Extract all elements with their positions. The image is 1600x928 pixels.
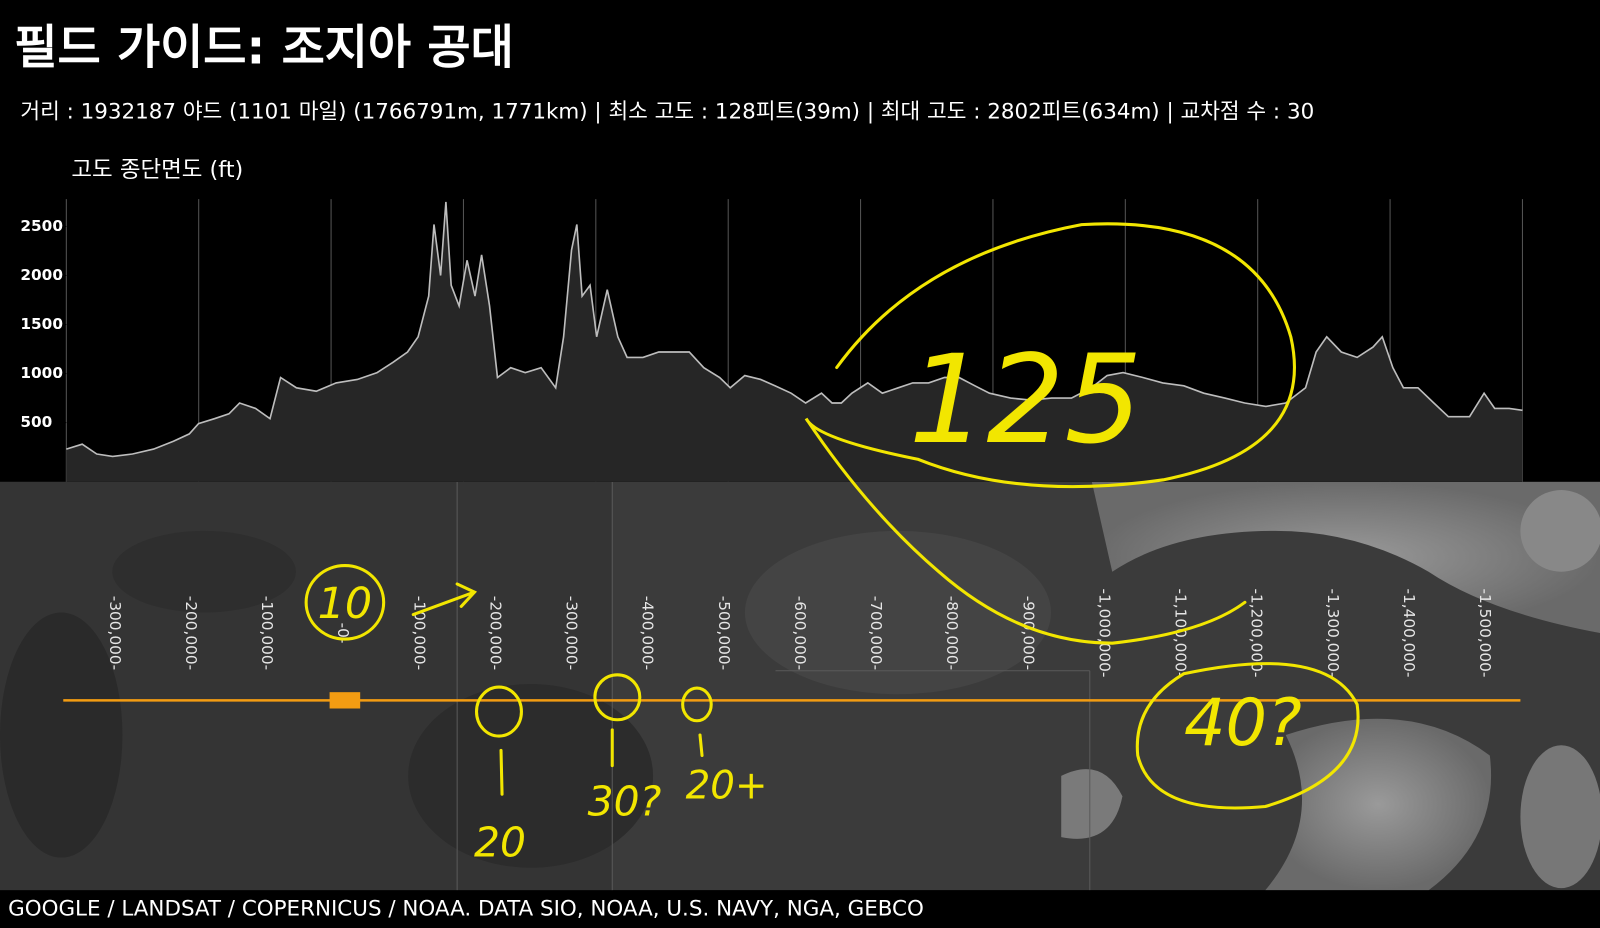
scale-label: -900,000-	[1019, 596, 1037, 670]
scale-label: -1,300,000-	[1324, 588, 1342, 677]
scale-label: -800,000-	[943, 596, 961, 670]
scale-label: -1,200,000-	[1248, 588, 1266, 677]
handwritten-note: 20	[474, 818, 526, 866]
scale-label: -400,000-	[639, 596, 657, 670]
credit: GOOGLE / LANDSAT / COPERNICUS / NOAA. DA…	[8, 897, 924, 922]
scale-label: -1,400,000-	[1400, 588, 1418, 677]
elevation-chart: 500 1000 1500 2000 2500	[20, 197, 1523, 482]
elevation-line	[66, 201, 1523, 458]
title: 필드 가이드: 조지아 공대	[14, 21, 514, 76]
scale-label: -300,000-	[563, 596, 581, 670]
map	[0, 481, 1600, 891]
scale-label: -500,000-	[715, 596, 733, 670]
scale-label: -1,500,000-	[1476, 588, 1494, 677]
handwritten-note: 40?	[1184, 685, 1302, 761]
handwritten-note: 30?	[588, 777, 662, 825]
scale-label: -300,000-	[106, 596, 124, 670]
y-tick-label: 2000	[20, 266, 63, 284]
credit-band	[0, 890, 1600, 928]
scale-label: -200,000-	[486, 596, 504, 670]
handwritten-note: 20+	[686, 764, 768, 809]
scale-label: -1,000,000-	[1095, 588, 1113, 677]
scale-label: -700,000-	[867, 596, 885, 670]
scale-label: -1,100,000-	[1172, 588, 1190, 677]
scale-label: -200,000-	[182, 596, 200, 670]
scale-label: -100,000-	[258, 596, 276, 670]
chart-title: 고도 종단면도 (ft)	[71, 157, 243, 183]
annotations: 125 10 20 30? 20+ 40?	[304, 222, 1360, 866]
y-tick-label: 1500	[20, 315, 63, 333]
elevation-area	[66, 201, 1523, 482]
handwritten-note: 125	[909, 328, 1143, 471]
y-tick-label: 2500	[20, 217, 63, 235]
handwritten-note: 10	[318, 579, 373, 629]
y-tick-label: 500	[20, 413, 52, 431]
scale-label: -600,000-	[791, 596, 809, 670]
y-tick-label: 1000	[20, 364, 63, 382]
scale-label: -100,000-	[410, 596, 428, 670]
stats: 거리 : 1932187 야드 (1101 마일) (1766791m, 177…	[20, 99, 1314, 124]
marker	[329, 692, 361, 709]
